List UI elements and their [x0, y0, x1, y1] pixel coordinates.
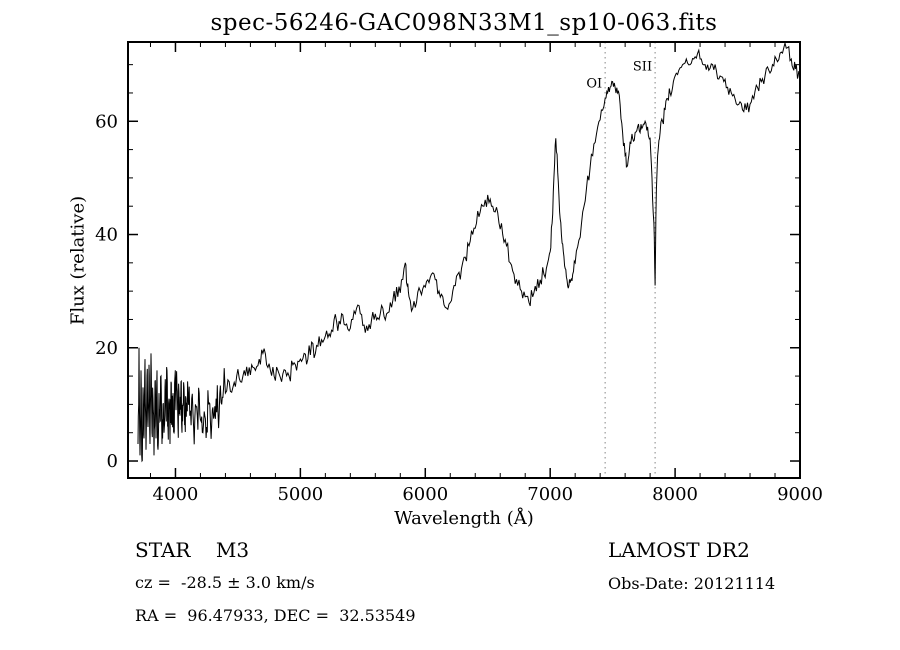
x-tick-label: 5000 — [277, 484, 323, 505]
x-axis-label: Wavelength (Å) — [394, 508, 534, 529]
y-tick-label: 40 — [95, 225, 118, 246]
x-tick-label: 4000 — [153, 484, 199, 505]
x-tick-label: 7000 — [527, 484, 573, 505]
survey-name-text: LAMOST DR2 — [608, 538, 750, 562]
y-axis-label: Flux (relative) — [67, 195, 89, 326]
annotation-lines: OI SII — [586, 42, 656, 478]
y-tick-label: 0 — [107, 451, 118, 472]
axis-ticks — [128, 42, 801, 478]
object-class-text: STAR M3 — [135, 538, 250, 562]
tick-labels: 4000 5000 6000 7000 8000 9000 0 20 40 60 — [95, 111, 823, 505]
y-tick-label: 20 — [95, 338, 118, 359]
y-tick-label: 60 — [95, 111, 118, 132]
spectral-line-label: OI — [586, 76, 602, 91]
x-tick-label: 9000 — [777, 484, 823, 505]
cz-velocity-text: cz = -28.5 ± 3.0 km/s — [135, 573, 315, 592]
x-tick-label: 6000 — [402, 484, 448, 505]
obs-date-text: Obs-Date: 20121114 — [608, 574, 776, 593]
plot-title: spec-56246-GAC098N33M1_sp10-063.fits — [210, 10, 718, 36]
x-tick-label: 8000 — [652, 484, 698, 505]
spectrum-line — [137, 42, 801, 463]
plot-frame — [127, 41, 801, 479]
ra-dec-text: RA = 96.47933, DEC = 32.53549 — [135, 606, 416, 625]
spectral-line-label: SII — [633, 59, 652, 74]
